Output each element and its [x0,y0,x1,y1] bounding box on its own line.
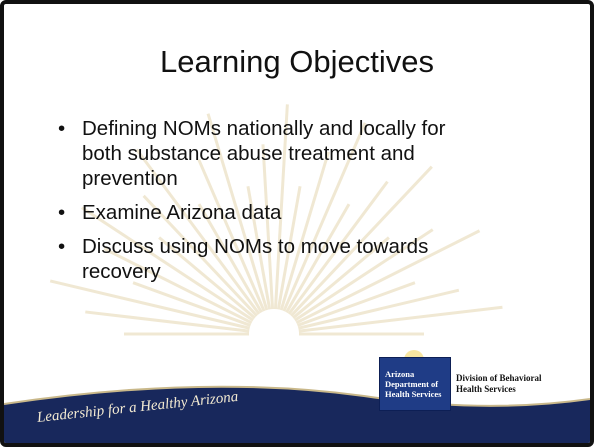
bullet: Discuss using NOMs to move towards recov… [56,234,486,284]
division-line: Division of Behavioral [456,373,542,383]
logo-line: Department of [385,379,439,389]
sun-ray [85,310,250,333]
logo-line: Arizona [385,369,415,379]
sun-ray [296,281,416,327]
division-name: Division of Behavioral Health Services [456,373,542,395]
bullet: Examine Arizona data [56,200,486,225]
sun-ray [49,279,251,330]
division-line: Health Services [456,384,516,394]
slide-title: Learning Objectives [160,44,434,79]
sun-ray [297,288,460,330]
bullet-list: Defining NOMs nationally and locally for… [56,116,486,293]
logo: Arizona Department of Health Services [379,357,451,411]
sun-ray [298,305,503,333]
bullet: Defining NOMs nationally and locally for… [56,116,486,191]
footer-edge [4,385,590,407]
logo-line: Health Services [385,389,442,399]
footer-band [4,386,590,443]
sun-ray [132,281,252,327]
